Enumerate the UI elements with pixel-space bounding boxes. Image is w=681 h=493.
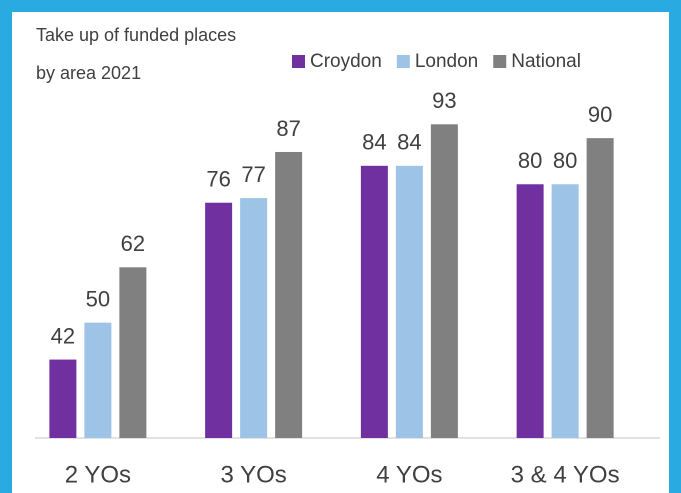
data-label: 84 [362,130,386,155]
bar [49,359,77,438]
legend-swatch [396,55,410,68]
chart-title: Take up of funded places [36,25,236,45]
data-label: 80 [553,148,577,173]
bar [395,165,423,438]
data-label: 90 [588,102,612,127]
legend-label: London [415,51,478,72]
legend-label: Croydon [310,51,382,72]
x-tick-label: 2 YOs [65,461,131,488]
data-label: 76 [206,167,230,192]
x-tick-label: 4 YOs [376,461,442,488]
bar [430,124,458,438]
bar [205,202,233,438]
data-label: 80 [518,148,542,173]
legend-label: National [511,51,581,72]
chart-title: by area 2021 [36,63,141,83]
data-label: 42 [51,323,75,348]
bar [586,138,614,438]
data-label: 77 [241,162,265,187]
data-label: 93 [432,88,456,113]
x-tick-label: 3 YOs [220,461,286,488]
bar [360,165,388,438]
data-label: 84 [397,130,421,155]
data-label: 50 [86,286,110,311]
bar [240,198,268,438]
legend-swatch [292,55,305,68]
bar [551,184,579,438]
data-label: 62 [121,231,145,256]
data-label: 87 [276,116,300,141]
legend-swatch [493,55,507,68]
x-tick-label: 3 & 4 YOs [511,461,620,488]
bar [275,151,303,438]
bar [84,322,112,438]
bar [119,267,147,438]
bar [516,184,544,438]
